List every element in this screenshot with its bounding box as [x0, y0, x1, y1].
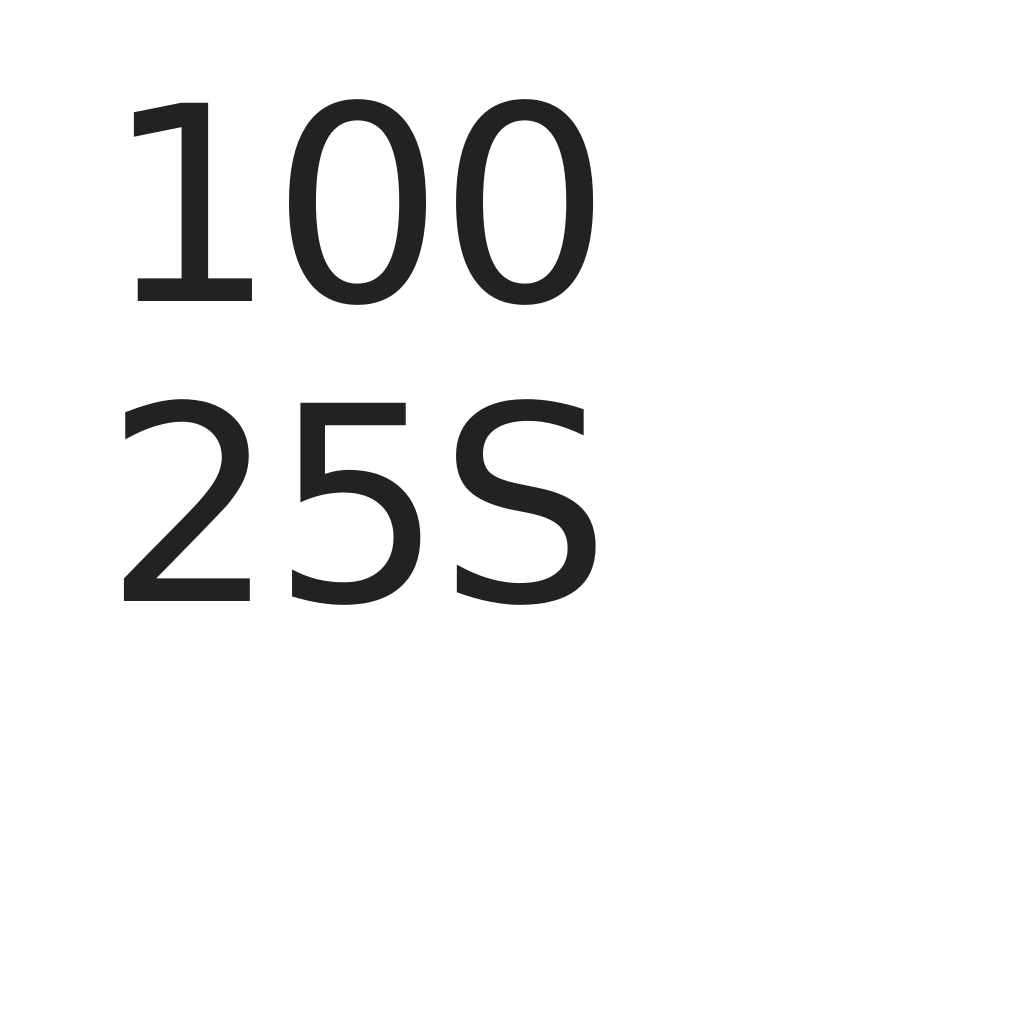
text-line-2: 25S	[104, 350, 611, 666]
text-block: 100 25S	[104, 50, 611, 666]
text-line-1: 100	[104, 50, 611, 366]
